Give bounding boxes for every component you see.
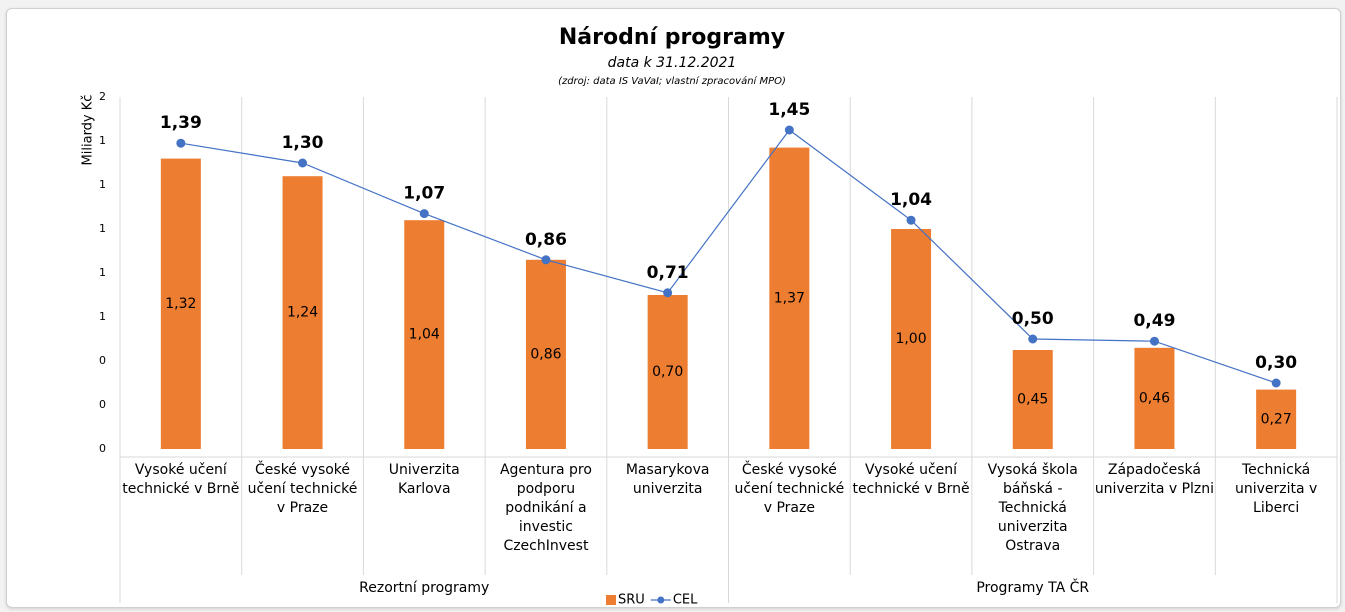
bar-value-label: 1,32 (165, 296, 196, 312)
bar (160, 158, 201, 449)
bar (1134, 347, 1175, 449)
group-label: Rezortní programy (359, 580, 490, 596)
x-tick-label: Západočeská univerzita v Plzni (1094, 462, 1215, 497)
line-point (541, 255, 551, 265)
chart-source: (zdroj: data IS VaVaI; vlastní zpracován… (558, 75, 786, 87)
bar-value-label: 1,24 (287, 305, 318, 321)
x-tick-label: České vysoké učení technické v Praze (734, 462, 845, 516)
bar (1256, 389, 1297, 449)
bar (1012, 350, 1053, 449)
line-point (906, 215, 916, 225)
line (180, 129, 1277, 384)
line-value-label: 0,50 (1012, 309, 1054, 329)
bar (525, 259, 566, 449)
bar (769, 147, 810, 449)
y-tick-label: 1 (99, 178, 106, 191)
x-tick-label: Vysoké učení technické v Brně (122, 462, 240, 497)
legend-swatch (657, 596, 665, 604)
bar (647, 295, 688, 449)
y-tick-label: 2 (99, 90, 106, 103)
chart-subtitle: data k 31.12.2021 (608, 55, 737, 71)
y-axis-label: Miliardy Kč (81, 95, 96, 166)
bar-value-label: 1,04 (409, 327, 440, 343)
x-tick-label: Agentura pro podporu podnikání a investi… (499, 462, 592, 554)
line-value-label: 1,04 (890, 190, 932, 210)
line-value-label: 0,30 (1255, 353, 1297, 373)
bar (282, 176, 323, 449)
bar (404, 220, 445, 449)
line-point (1149, 336, 1159, 346)
line-point (784, 125, 794, 135)
line-value-label: 1,07 (403, 184, 445, 204)
legend-swatch (606, 595, 616, 605)
x-tick-label: Univerzita Karlova (388, 462, 460, 497)
bar-value-label: 0,46 (1139, 390, 1170, 406)
bar-value-label: 1,00 (895, 331, 926, 347)
line-value-label: 1,45 (768, 100, 810, 120)
x-tick-label: Technická univerzita v Liberci (1234, 462, 1318, 516)
chart-title: Národní programy (559, 25, 785, 50)
y-tick-label: 0 (99, 442, 106, 455)
line-point (1271, 378, 1281, 388)
bar-value-label: 1,37 (774, 290, 805, 306)
y-tick-label: 0 (99, 354, 106, 367)
y-tick-label: 1 (99, 222, 106, 235)
x-tick-label: České vysoké učení technické v Praze (247, 462, 358, 516)
y-tick-label: 0 (99, 398, 106, 411)
x-tick-label: Vysoké učení technické v Brně (852, 462, 970, 497)
group-label: Programy TA ČR (976, 580, 1090, 596)
bar (891, 229, 932, 449)
line-point (663, 288, 673, 298)
y-tick-label: 1 (99, 134, 106, 147)
line-value-label: 0,86 (525, 230, 567, 250)
y-tick-label: 1 (99, 266, 106, 279)
legend-label: SRU (618, 593, 645, 608)
legend-label: CEL (673, 593, 698, 608)
bar-value-label: 0,45 (1017, 392, 1048, 408)
line-point (298, 158, 308, 168)
line-point (176, 138, 186, 148)
bar-value-label: 0,70 (652, 364, 683, 380)
x-tick-label: Masarykova univerzita (625, 462, 710, 497)
x-tick-label: Vysoká škola báňská - Technická univerzi… (987, 462, 1078, 554)
line-value-label: 0,71 (647, 263, 689, 283)
y-tick-label: 1 (99, 310, 106, 323)
line-value-label: 1,39 (160, 113, 202, 133)
line-value-label: 0,49 (1133, 311, 1175, 331)
bar-value-label: 0,86 (530, 346, 561, 362)
line-value-label: 1,30 (282, 133, 324, 153)
line-point (419, 209, 429, 219)
line-point (1028, 334, 1038, 344)
bar-value-label: 0,27 (1261, 411, 1292, 427)
